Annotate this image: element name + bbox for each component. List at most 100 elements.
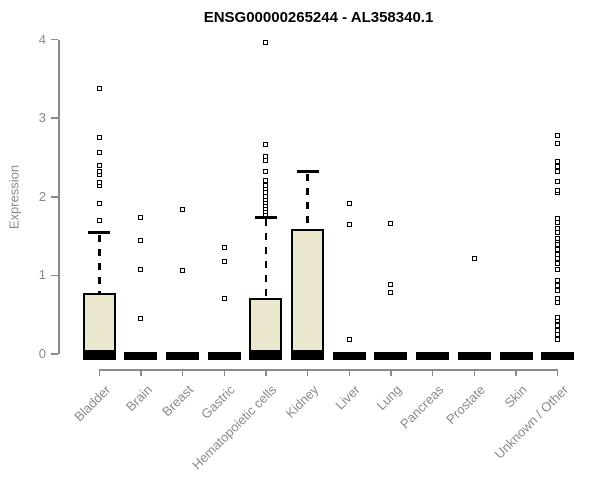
x-tick-label: Liver bbox=[332, 382, 363, 413]
outlier-point bbox=[346, 221, 352, 227]
y-tick-label: 2 bbox=[38, 188, 46, 204]
x-tick-label: Kidney bbox=[282, 382, 322, 421]
y-axis-line bbox=[58, 39, 60, 354]
outlier-point bbox=[346, 200, 352, 206]
x-tick-label: Prostate bbox=[443, 382, 488, 427]
whisker bbox=[264, 219, 268, 299]
outlier-point bbox=[263, 177, 269, 183]
whisker-cap bbox=[88, 231, 111, 235]
median-zero-bar bbox=[82, 350, 116, 360]
outlier-point bbox=[263, 182, 269, 188]
outlier-point bbox=[555, 295, 561, 301]
outlier-point bbox=[555, 287, 561, 293]
y-tick-label: 0 bbox=[38, 346, 46, 361]
outlier-point bbox=[96, 150, 102, 156]
outlier-point bbox=[180, 206, 186, 212]
outlier-point bbox=[555, 132, 561, 138]
y-tick bbox=[51, 38, 58, 41]
median-zero-bar bbox=[207, 352, 241, 360]
outlier-point bbox=[263, 154, 269, 160]
outlier-point bbox=[388, 290, 394, 296]
outlier-point bbox=[138, 238, 144, 244]
median-zero-bar bbox=[457, 352, 491, 360]
whisker-cap bbox=[254, 215, 277, 219]
x-tick-label: Unknown / Other bbox=[491, 382, 572, 462]
x-tick bbox=[265, 369, 267, 376]
outlier-point bbox=[555, 300, 561, 306]
outlier-point bbox=[555, 164, 561, 170]
outlier-point bbox=[555, 261, 561, 267]
outlier-point bbox=[555, 215, 561, 221]
median-zero-bar bbox=[541, 352, 575, 360]
outlier-point bbox=[388, 221, 394, 227]
x-tick-label: Lung bbox=[373, 382, 405, 414]
outlier-point bbox=[138, 214, 144, 220]
median-zero-bar bbox=[166, 352, 200, 360]
median-zero-bar bbox=[249, 350, 283, 360]
outlier-point bbox=[555, 140, 561, 146]
outlier-point bbox=[471, 256, 477, 262]
outlier-point bbox=[138, 266, 144, 272]
outlier-point bbox=[221, 296, 227, 302]
outlier-point bbox=[263, 142, 269, 148]
y-tick bbox=[51, 353, 58, 355]
outlier-point bbox=[555, 230, 561, 236]
x-tick-label: Brain bbox=[122, 382, 155, 415]
x-tick bbox=[473, 369, 476, 376]
x-tick bbox=[515, 369, 517, 376]
outlier-point bbox=[96, 217, 102, 223]
outlier-point bbox=[555, 178, 561, 184]
x-tick-label: Skin bbox=[501, 382, 530, 411]
x-tick bbox=[556, 369, 559, 376]
outlier-point bbox=[555, 277, 561, 283]
outlier-point bbox=[96, 85, 102, 91]
whisker bbox=[306, 173, 309, 230]
outlier-point bbox=[138, 316, 144, 322]
outlier-point bbox=[555, 188, 561, 193]
outlier-point bbox=[263, 169, 269, 175]
outlier-point bbox=[555, 327, 561, 333]
y-tick-label: 3 bbox=[38, 110, 46, 126]
outlier-point bbox=[555, 235, 561, 241]
outlier-point bbox=[555, 336, 561, 342]
y-tick bbox=[51, 274, 58, 277]
outlier-point bbox=[96, 162, 102, 168]
outlier-point bbox=[555, 251, 561, 257]
outlier-point bbox=[221, 258, 227, 264]
outlier-point bbox=[388, 282, 394, 288]
x-tick bbox=[181, 369, 184, 376]
outlier-point bbox=[180, 268, 186, 274]
x-tick-label: Bladder bbox=[70, 382, 113, 425]
x-tick-label: Gastric bbox=[198, 382, 238, 422]
outlier-point bbox=[555, 283, 561, 289]
median-zero-bar bbox=[332, 352, 366, 360]
x-tick bbox=[306, 369, 309, 376]
outlier-point bbox=[555, 314, 561, 320]
x-tick-label: Breast bbox=[159, 382, 197, 420]
outlier-point bbox=[555, 246, 561, 252]
box bbox=[291, 229, 325, 359]
x-tick-label: Pancreas bbox=[396, 382, 447, 432]
outlier-point bbox=[221, 244, 227, 250]
outlier-point bbox=[346, 337, 352, 343]
whisker-cap bbox=[296, 170, 319, 174]
y-tick bbox=[51, 196, 58, 198]
outlier-point bbox=[96, 135, 102, 141]
y-tick-label: 1 bbox=[38, 267, 46, 283]
outlier-point bbox=[263, 40, 269, 46]
x-tick bbox=[431, 369, 434, 376]
median-zero-bar bbox=[374, 352, 408, 360]
chart-title: ENSG00000265244 - AL358340.1 bbox=[203, 9, 434, 26]
outlier-point bbox=[555, 169, 561, 175]
x-tick bbox=[348, 369, 351, 376]
median-zero-bar bbox=[416, 352, 450, 360]
outlier-point bbox=[555, 267, 561, 273]
median-zero-bar bbox=[124, 352, 158, 360]
y-tick-label: 4 bbox=[38, 31, 46, 47]
x-tick bbox=[98, 369, 101, 376]
x-tick bbox=[390, 369, 392, 376]
median-zero-bar bbox=[499, 352, 533, 360]
whisker bbox=[98, 234, 101, 293]
x-tick bbox=[140, 369, 142, 376]
